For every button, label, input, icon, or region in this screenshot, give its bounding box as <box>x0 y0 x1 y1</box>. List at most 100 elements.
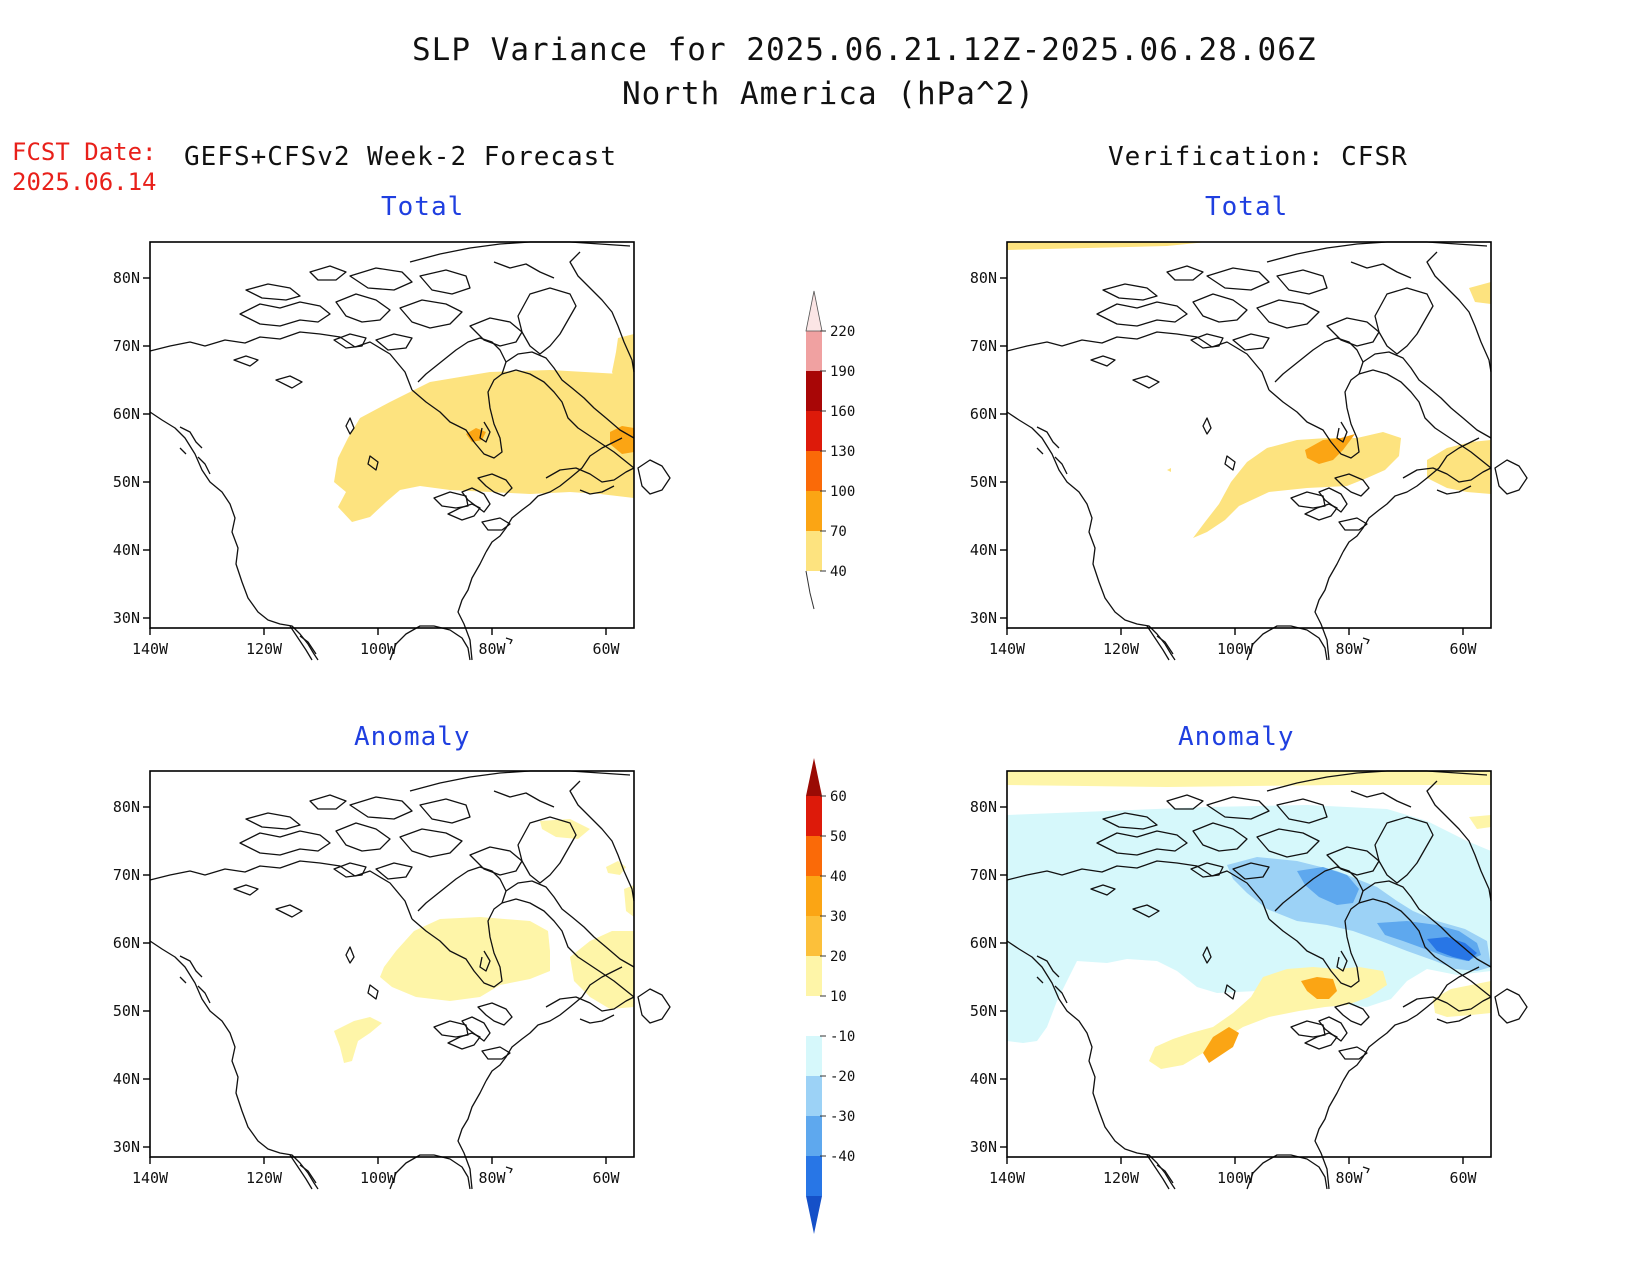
colorbar-anomaly-label: -40 <box>830 1149 855 1165</box>
lat-tick-label: 80N <box>970 798 997 816</box>
lon-tick-label: 100W <box>360 640 397 658</box>
lon-tick-label: 120W <box>1103 640 1140 658</box>
lat-tick-label: 30N <box>970 1138 997 1156</box>
lat-tick-label: 30N <box>113 1138 140 1156</box>
lat-tick-label: 80N <box>113 269 140 287</box>
lon-tick-label: 80W <box>478 1169 506 1187</box>
lon-tick-label: 80W <box>1335 640 1363 658</box>
colorbar-total-segment <box>806 491 822 531</box>
lat-tick-label: 70N <box>970 866 997 884</box>
colorbar-anomaly-label: 60 <box>830 789 847 805</box>
colorbar-anomaly-segment <box>806 1196 822 1234</box>
colorbar-total-segment <box>806 371 822 411</box>
colorbar-anomaly-label: -30 <box>830 1109 855 1125</box>
map-panel-forecast-anomaly <box>149 770 671 1190</box>
map-frame <box>149 241 635 629</box>
panel-title-forecast-anomaly: Anomaly <box>354 722 471 752</box>
colorbar-total-label: 70 <box>830 524 847 540</box>
lon-tick-label: 60W <box>1449 1169 1477 1187</box>
colorbar-total-label: 130 <box>830 444 855 460</box>
colorbar-total: 40 70 100 130 160 190 220 <box>805 290 855 610</box>
colorbar-anomaly-segment <box>806 1036 822 1076</box>
colorbar-anomaly-segment <box>806 956 822 996</box>
lon-tick-label: 140W <box>132 640 169 658</box>
lon-tick-label: 100W <box>1217 640 1254 658</box>
fcst-date-value: 2025.06.14 <box>12 168 157 196</box>
colorbar-anomaly-label: -20 <box>830 1069 855 1085</box>
lat-tick-label: 40N <box>970 1070 997 1088</box>
colorbar-anomaly-segment <box>806 836 822 876</box>
colorbar-anomaly-label: 10 <box>830 989 847 1005</box>
lat-tick-label: 30N <box>113 609 140 627</box>
fcst-date-label: FCST Date: <box>12 138 157 166</box>
colorbar-anomaly-segment <box>806 1156 822 1196</box>
map-frame <box>1006 770 1492 1158</box>
lon-tick-label: 140W <box>989 640 1026 658</box>
colorbar-anomaly-segment <box>806 996 822 1036</box>
lat-tick-label: 50N <box>113 1002 140 1020</box>
colorbar-total-label: 100 <box>830 484 855 500</box>
lon-tick-label: 80W <box>478 640 506 658</box>
colorbar-anomaly-segment <box>806 916 822 956</box>
lat-tick-label: 60N <box>970 934 997 952</box>
lat-tick-label: 70N <box>113 337 140 355</box>
colorbar-anomaly-segment <box>806 1076 822 1116</box>
colorbar-total-tail <box>805 570 815 610</box>
lat-tick-label: 80N <box>113 798 140 816</box>
lat-tick-label: 30N <box>970 609 997 627</box>
lat-tick-label: 50N <box>113 473 140 491</box>
axes-layer: 140W 120W 100W 80W 60W 80N 70N 60N 50N 40N 30N 140W… <box>113 269 1478 1187</box>
map-panel-verification-anomaly <box>1006 770 1528 1190</box>
lat-tick-label: 60N <box>113 934 140 952</box>
lon-tick-label: 60W <box>592 640 620 658</box>
colorbar-anomaly-segment <box>806 876 822 916</box>
lon-tick-label: 120W <box>1103 1169 1140 1187</box>
lon-tick-label: 120W <box>246 1169 283 1187</box>
panel-title-verification-total: Total <box>1205 192 1289 222</box>
forecast-column-title: GEFS+CFSv2 Week-2 Forecast <box>184 142 617 172</box>
colorbar-anomaly-label: 40 <box>830 869 847 885</box>
lat-tick-label: 70N <box>970 337 997 355</box>
lat-tick-label: 70N <box>113 866 140 884</box>
chart-title: SLP Variance for 2025.06.21.12Z-2025.06.… <box>412 32 1317 68</box>
colorbar-anomaly-segment <box>806 1116 822 1156</box>
map-frame <box>149 770 635 1158</box>
colorbar-anomaly-segment <box>806 758 822 796</box>
chart-subtitle: North America (hPa^2) <box>622 76 1035 112</box>
lon-tick-label: 80W <box>1335 1169 1363 1187</box>
map-panel-forecast-total <box>149 241 671 661</box>
lat-tick-label: 80N <box>970 269 997 287</box>
lat-tick-label: 40N <box>113 541 140 559</box>
lon-tick-label: 100W <box>360 1169 397 1187</box>
lat-tick-label: 50N <box>970 473 997 491</box>
colorbar-total-label: 40 <box>830 564 847 580</box>
lat-tick-label: 50N <box>970 1002 997 1020</box>
colorbar-anomaly-label: 50 <box>830 829 847 845</box>
colorbar-anomaly: 60 50 40 30 20 10 -10 -20 -30 -40 <box>806 758 855 1234</box>
colorbar-anomaly-segment <box>806 796 822 836</box>
colorbar-anomaly-label: 20 <box>830 949 847 965</box>
lon-tick-label: 140W <box>132 1169 169 1187</box>
panel-title-verification-anomaly: Anomaly <box>1178 722 1295 752</box>
map-frame <box>1006 241 1492 629</box>
lon-tick-label: 60W <box>592 1169 620 1187</box>
lat-tick-label: 60N <box>970 405 997 423</box>
verification-column-title: Verification: CFSR <box>1108 142 1408 172</box>
colorbar-total-label: 220 <box>830 324 855 340</box>
panel-title-forecast-total: Total <box>381 192 465 222</box>
lon-tick-label: 140W <box>989 1169 1026 1187</box>
colorbar-total-segment <box>806 331 822 371</box>
colorbar-total-label: 160 <box>830 404 855 420</box>
colorbar-anomaly-label: 30 <box>830 909 847 925</box>
lat-tick-label: 40N <box>113 1070 140 1088</box>
colorbar-total-segment <box>806 411 822 451</box>
lat-tick-label: 40N <box>970 541 997 559</box>
colorbar-total-segment <box>806 451 822 491</box>
colorbar-anomaly-label: -10 <box>830 1029 855 1045</box>
lat-tick-label: 60N <box>113 405 140 423</box>
lon-tick-label: 60W <box>1449 640 1477 658</box>
lon-tick-label: 100W <box>1217 1169 1254 1187</box>
colorbar-total-segment <box>805 290 823 332</box>
map-panel-verification-total <box>1006 241 1528 661</box>
